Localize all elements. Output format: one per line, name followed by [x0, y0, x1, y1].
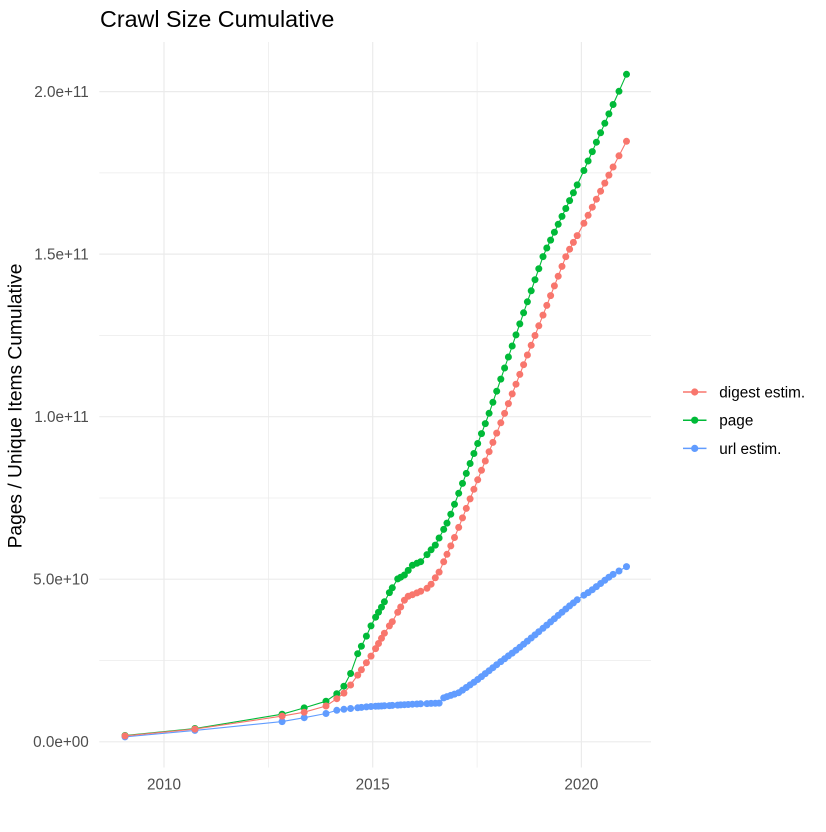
- svg-text:1.5e+11: 1.5e+11: [34, 247, 89, 264]
- svg-text:2010: 2010: [147, 777, 181, 794]
- svg-text:Pages / Unique Items Cumulativ: Pages / Unique Items Cumulative: [6, 264, 27, 549]
- svg-text:2015: 2015: [356, 777, 390, 794]
- svg-text:url estim.: url estim.: [719, 441, 781, 458]
- svg-text:2020: 2020: [564, 777, 598, 794]
- svg-text:digest estim.: digest estim.: [719, 384, 805, 401]
- svg-text:5.0e+10: 5.0e+10: [33, 572, 89, 589]
- svg-text:page: page: [719, 413, 753, 430]
- svg-text:2.0e+11: 2.0e+11: [34, 84, 89, 101]
- svg-text:0.0e+00: 0.0e+00: [33, 734, 89, 751]
- svg-text:1.0e+11: 1.0e+11: [34, 409, 89, 426]
- svg-text:Crawl Size Cumulative: Crawl Size Cumulative: [100, 6, 334, 32]
